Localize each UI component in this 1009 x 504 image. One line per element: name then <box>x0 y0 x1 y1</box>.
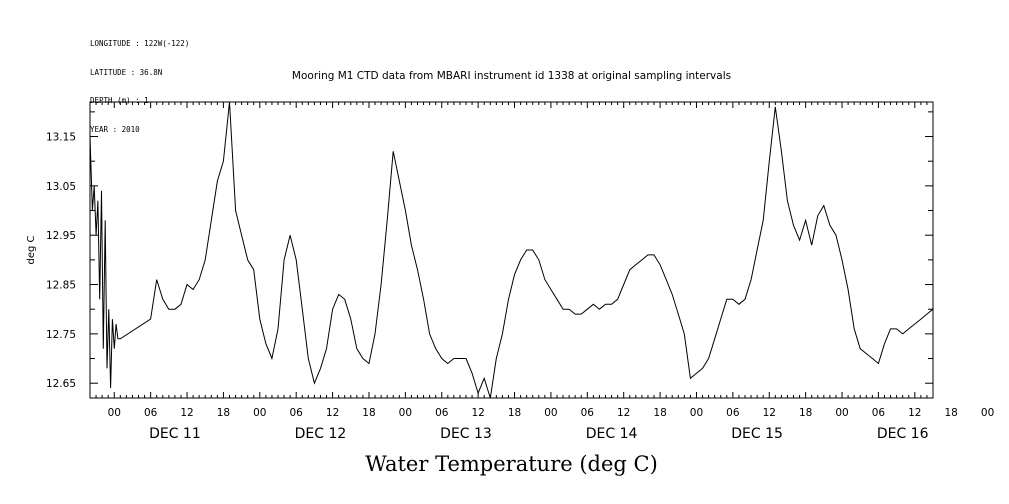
x-tick-label: 12 <box>326 407 339 419</box>
x-tick-label: 18 <box>217 407 230 419</box>
x-tick-label: 06 <box>872 407 886 419</box>
x-tick-label: 00 <box>108 407 121 419</box>
x-tick-labels: 00 06 12 18 00 06 12 18 00 06 12 18 00 06 12 18 00 06 12 18… <box>108 407 995 419</box>
x-tick-label: 00 <box>253 407 266 419</box>
metadata-header: LONGITUDE : 122W(-122) LATITUDE : 36.8N … <box>90 20 189 144</box>
x-tick-label: 12 <box>617 407 630 419</box>
y-tick-label: 13.15 <box>46 132 76 144</box>
date-label: DEC 12 <box>295 426 347 442</box>
year-label: YEAR : 2010 <box>90 124 140 134</box>
x-tick-label: 00 <box>981 407 994 419</box>
y-axis-label: deg C <box>26 235 37 264</box>
x-tick-label: 06 <box>144 407 158 419</box>
x-tick-label: 00 <box>835 407 848 419</box>
x-tick-label: 00 <box>544 407 557 419</box>
x-tick-label: 12 <box>180 407 193 419</box>
date-label: DEC 16 <box>877 426 929 442</box>
date-label: DEC 14 <box>586 426 638 442</box>
latitude-label: LATITUDE : 36.8N <box>90 67 163 77</box>
y-tick-label: 12.85 <box>46 280 76 292</box>
longitude-label: LONGITUDE : 122W(-122) <box>90 39 190 48</box>
x-axis-title: Water Temperature (deg C) <box>365 452 658 476</box>
x-tick-label: 06 <box>290 407 304 419</box>
date-label: DEC 13 <box>440 426 492 442</box>
y-tick-label: 12.75 <box>46 329 76 341</box>
x-tick-label: 00 <box>399 407 412 419</box>
y-tick-label: 13.05 <box>46 181 76 193</box>
x-tick-label: 18 <box>362 407 375 419</box>
plot-frame <box>89 101 934 399</box>
x-tick-label: 18 <box>799 407 812 419</box>
temperature-series-line <box>89 101 934 399</box>
chart-title: Mooring M1 CTD data from MBARI instrumen… <box>291 70 732 82</box>
axis-ticks <box>89 102 934 398</box>
x-tick-label: 18 <box>508 407 521 419</box>
x-tick-label: 12 <box>471 407 484 419</box>
y-tick-label: 12.65 <box>46 378 76 390</box>
x-tick-label: 06 <box>581 407 595 419</box>
x-tick-label: 12 <box>908 407 921 419</box>
x-tick-label: 06 <box>726 407 740 419</box>
x-tick-label: 00 <box>690 407 703 419</box>
depth-label: DEPTH (m) : 1 <box>90 96 149 105</box>
y-tick-label: 12.95 <box>46 230 76 242</box>
x-tick-label: 18 <box>653 407 666 419</box>
x-tick-label: 18 <box>945 407 958 419</box>
date-label: DEC 11 <box>149 426 201 442</box>
x-tick-label: 06 <box>435 407 449 419</box>
y-tick-labels: 12.65 12.75 12.85 12.95 13.05 13.15 <box>46 132 76 391</box>
x-tick-label: 12 <box>763 407 776 419</box>
date-label: DEC 15 <box>731 426 783 442</box>
